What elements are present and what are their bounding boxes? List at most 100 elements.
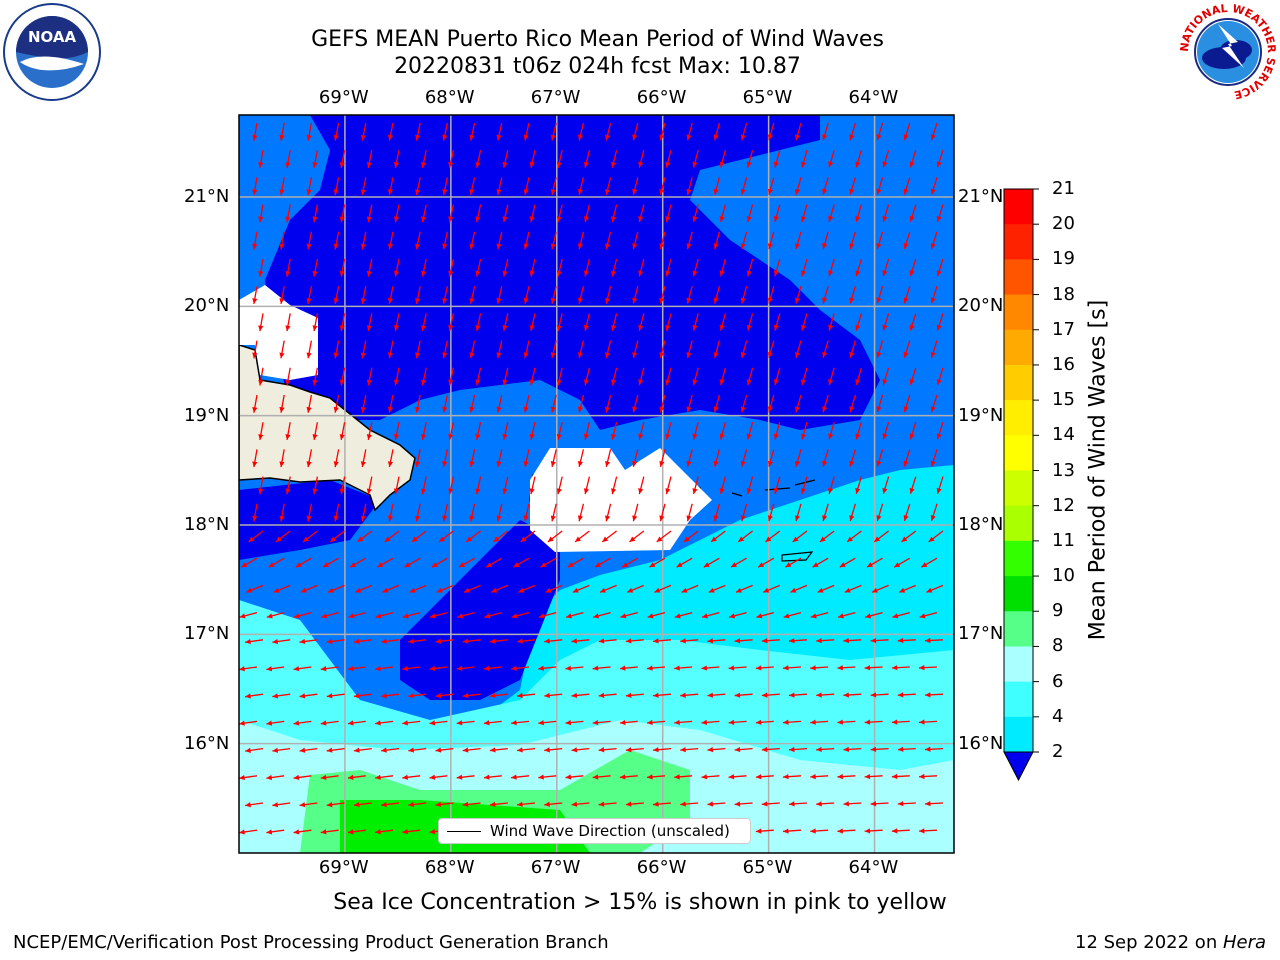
arrow-head xyxy=(299,802,306,808)
arrow-head xyxy=(469,352,475,359)
arrow-head xyxy=(333,189,339,196)
colorbar-band xyxy=(1004,505,1033,542)
arrow-head xyxy=(713,460,719,467)
arrow-head xyxy=(686,352,692,359)
arrow-head xyxy=(523,352,529,359)
arrow-head xyxy=(659,406,665,413)
arrow-head xyxy=(387,134,394,141)
arrow-head xyxy=(415,515,421,522)
arrow-head xyxy=(566,613,572,619)
latitude-label: 16°N xyxy=(184,732,230,754)
arrow-head xyxy=(891,719,898,725)
arrow-head xyxy=(357,536,364,542)
arrow-head xyxy=(411,536,418,542)
arrow-head xyxy=(462,801,469,807)
colorbar-tick-label: 16 xyxy=(1052,353,1075,375)
arrow-head xyxy=(849,351,855,358)
arrow-head xyxy=(909,433,915,440)
arrow-head xyxy=(523,243,529,250)
arrow-head xyxy=(692,161,698,168)
arrow-head xyxy=(496,352,502,359)
arrow-head xyxy=(680,692,686,698)
arrow-head xyxy=(442,189,448,196)
arrow-head xyxy=(239,829,245,835)
arrow-head xyxy=(523,297,529,304)
arrow-head xyxy=(469,243,475,250)
arrow-head xyxy=(653,747,659,753)
arrow-head xyxy=(360,406,366,413)
arrow-head xyxy=(936,433,942,440)
colorbar xyxy=(1003,188,1039,782)
masked-area-west xyxy=(239,285,318,380)
arrow-head xyxy=(571,638,578,644)
arrow-head xyxy=(767,297,773,304)
arrow-head xyxy=(822,134,828,141)
latitude-label: 16°N xyxy=(958,732,1004,754)
arrow-head xyxy=(258,270,264,277)
arrow-head xyxy=(279,134,285,141)
arrow-head xyxy=(930,297,936,304)
arrow-head xyxy=(382,587,389,593)
arrow-head xyxy=(605,406,611,413)
arrow-head xyxy=(930,351,936,358)
arrow-head xyxy=(692,216,698,223)
arrow-head xyxy=(360,189,366,196)
arrow-head xyxy=(518,587,525,593)
arrow-head xyxy=(375,665,381,672)
arrow-head xyxy=(676,562,683,568)
arrow-head xyxy=(421,270,427,277)
arrow-head xyxy=(897,637,904,644)
arrow-head xyxy=(773,379,779,386)
arrow-head xyxy=(719,379,725,386)
arrow-head xyxy=(795,243,801,250)
arrow-head xyxy=(279,298,285,304)
arrow-head xyxy=(353,747,360,753)
arrow-head xyxy=(680,747,686,753)
graticule xyxy=(239,115,954,853)
arrow-head xyxy=(375,613,382,619)
arrow-head xyxy=(442,406,448,413)
arrow-head xyxy=(773,270,779,277)
arrow-head xyxy=(647,719,653,726)
arrow-head xyxy=(402,829,409,835)
arrow-head xyxy=(456,720,463,726)
arrow-head xyxy=(577,406,583,413)
arrow-head xyxy=(632,297,638,304)
arrow-head xyxy=(837,665,843,671)
arrow-head xyxy=(674,613,681,619)
arrow-head xyxy=(925,801,931,807)
arrow-head xyxy=(252,406,258,413)
arrow-head xyxy=(686,515,692,522)
arrow-head xyxy=(408,638,415,644)
arrow-head xyxy=(294,613,300,619)
arrow-head xyxy=(789,692,795,698)
arrow-head xyxy=(502,325,508,331)
arrow-head xyxy=(837,719,843,725)
arrow-head xyxy=(448,379,454,386)
arrow-head xyxy=(339,270,345,277)
colorbar-tick-label: 9 xyxy=(1052,600,1064,622)
arrow-head xyxy=(258,379,264,386)
arrow-head xyxy=(333,515,339,522)
arrow-head xyxy=(486,562,493,568)
arrow-head xyxy=(746,161,752,168)
arrow-head xyxy=(245,693,251,699)
arrow-head xyxy=(761,746,768,753)
arrow-head xyxy=(783,665,789,671)
noaa-logo-icon: NOAA xyxy=(3,3,101,101)
arrow-head xyxy=(258,488,264,495)
arrow-head xyxy=(930,243,936,249)
arrow-head xyxy=(767,188,773,195)
arrow-head xyxy=(312,488,318,495)
deep-blue-period-region xyxy=(265,115,880,430)
arrow-head xyxy=(239,720,245,726)
arrow-head xyxy=(761,801,768,807)
arrow-head xyxy=(456,774,463,780)
arrow-head xyxy=(550,134,556,141)
arrow-head xyxy=(701,665,708,671)
arrow-head xyxy=(565,665,572,671)
arrow-head xyxy=(728,665,735,671)
arrow-head xyxy=(783,828,789,834)
arrow-head xyxy=(483,720,490,726)
arrow-head xyxy=(855,487,861,494)
